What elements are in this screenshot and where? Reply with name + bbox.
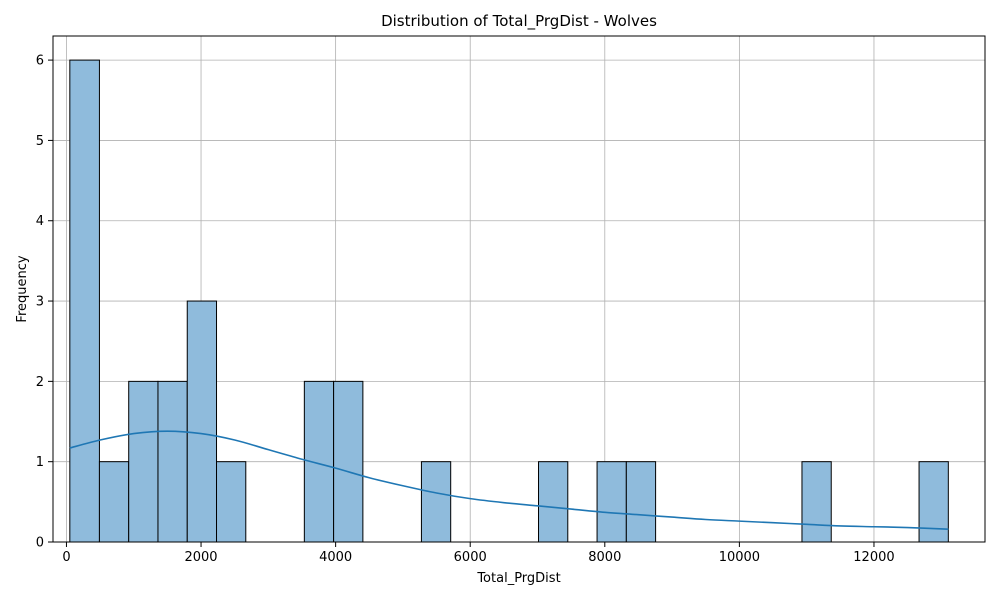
y-tick-label: 2 [36,375,44,390]
kde-curve [69,430,949,530]
kde-curve-layer [69,430,949,530]
histogram-bar [98,461,130,543]
y-tick-label: 1 [36,455,44,470]
histogram-bar [596,461,627,543]
histogram-bar [128,380,159,543]
x-tick-label: 4000 [319,550,352,565]
histogram-bars [69,59,949,543]
histogram-bar [918,461,949,543]
histogram-bar [216,461,247,543]
x-axis-ticks: 0 2000 4000 6000 8000 10000 12000 [62,542,895,565]
x-axis-label: Total_PrgDist [476,571,560,586]
x-tick-label: 8000 [588,550,621,565]
histogram-bar [801,461,832,543]
histogram-bar [186,300,218,543]
y-tick-label: 0 [36,536,44,551]
histogram-bar [333,380,364,543]
histogram-bar [625,461,657,543]
histogram-bar [538,461,569,543]
histogram-bar [157,380,188,543]
chart-title: Distribution of Total_PrgDist - Wolves [381,12,657,31]
x-tick-label: 2000 [184,550,217,565]
y-tick-label: 3 [36,295,44,310]
y-axis-ticks: 0 1 2 3 4 5 6 [36,54,53,551]
x-tick-label: 10000 [719,550,760,565]
y-tick-label: 6 [36,54,44,69]
x-tick-label: 12000 [853,550,894,565]
x-tick-label: 0 [62,550,70,565]
plot-frame [52,35,986,543]
histogram-bar [69,59,100,543]
y-axis-label: Frequency [15,255,30,322]
histogram-bar [420,461,452,543]
x-tick-label: 6000 [454,550,487,565]
y-tick-label: 5 [36,134,44,149]
y-tick-label: 4 [36,214,44,229]
